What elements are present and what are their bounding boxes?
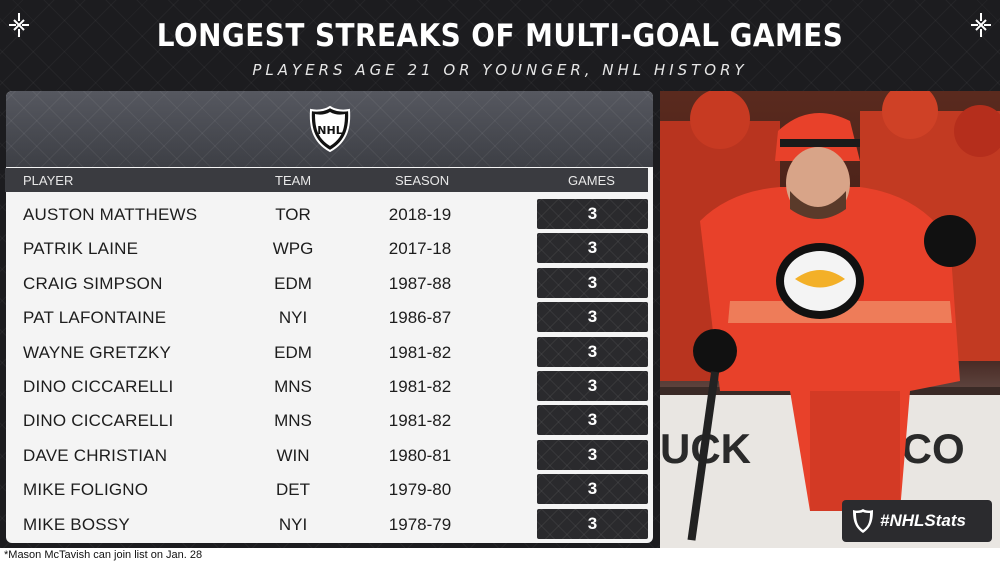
cell-player: DINO CICCARELLI	[23, 376, 174, 396]
cell-season: 1981-82	[388, 411, 452, 431]
cell-season: 1981-82	[388, 376, 452, 396]
page-subtitle: PLAYERS AGE 21 OR YOUNGER, NHL HISTORY	[252, 61, 748, 79]
cell-player: DINO CICCARELLI	[23, 411, 174, 431]
nhl-shield-icon	[853, 509, 873, 533]
cell-team: WIN	[276, 445, 310, 465]
cell-player: WAYNE GRETZKY	[23, 342, 172, 362]
cell-games: 3	[537, 405, 648, 436]
table-row: MIKE BOSSY NYI 1978-79 3	[5, 507, 648, 541]
cell-team: WPG	[272, 239, 314, 259]
cell-season: 1987-88	[388, 273, 452, 293]
player-photo: UCK .CO	[660, 91, 1000, 548]
footnote: *Mason McTavish can join list on Jan. 28	[0, 548, 1000, 563]
cell-player: MIKE BOSSY	[23, 514, 130, 534]
cell-team: EDM	[274, 342, 312, 362]
cell-games: 3	[537, 302, 648, 333]
cell-season: 2018-19	[388, 205, 452, 224]
table-row: PAT LAFONTAINE NYI 1986-87 3	[5, 300, 648, 334]
table-row: DINO CICCARELLI MNS 1981-82 3	[5, 403, 648, 437]
table-row: PATRIK LAINE WPG 2017-18 3	[5, 231, 648, 265]
cell-team: NYI	[278, 308, 308, 328]
table-row: MIKE FOLIGNO DET 1979-80 3	[5, 472, 648, 506]
nhl-shield-icon: NHL	[308, 105, 352, 153]
column-header-team: TEAM	[275, 173, 312, 188]
table-row: CRAIG SIMPSON EDM 1987-88 3	[5, 266, 648, 300]
hashtag-badge: #NHLStats	[842, 500, 992, 542]
corner-mark-icon	[970, 12, 992, 38]
table-column-headers: PLAYER TEAM SEASON GAMES	[5, 168, 648, 192]
cell-team: EDM	[274, 273, 312, 293]
cell-player: PATRIK LAINE	[23, 239, 139, 259]
cell-season: 1986-87	[388, 308, 452, 328]
cell-games: 3	[537, 233, 648, 264]
svg-text:NHL: NHL	[317, 124, 342, 137]
cell-player: AUSTON MATTHEWS	[23, 205, 198, 224]
cell-team: MNS	[274, 411, 312, 431]
cell-season: 1980-81	[388, 445, 452, 465]
hashtag-text: #NHLStats	[880, 511, 966, 530]
cell-player: DAVE CHRISTIAN	[23, 445, 168, 465]
cell-team: NYI	[278, 514, 308, 534]
cell-season: 2017-18	[388, 239, 452, 259]
corner-mark-icon	[8, 12, 30, 38]
table-body: AUSTON MATTHEWS TOR 2018-19 3 PATRIK LAI…	[5, 197, 648, 541]
table-row: AUSTON MATTHEWS TOR 2018-19 3	[5, 197, 648, 231]
page-title: LONGEST STREAKS OF MULTI-GOAL GAMES	[156, 18, 844, 54]
cell-season: 1978-79	[388, 514, 452, 534]
cell-player: MIKE FOLIGNO	[23, 480, 149, 500]
cell-games: 3	[537, 439, 648, 470]
cell-season: 1981-82	[388, 342, 452, 362]
column-header-games: GAMES	[568, 173, 615, 188]
column-header-season: SEASON	[395, 173, 450, 188]
cell-season: 1979-80	[388, 480, 452, 500]
table-row: DINO CICCARELLI MNS 1981-82 3	[5, 369, 648, 403]
cell-games: 3	[537, 370, 648, 401]
cell-games: 3	[537, 267, 648, 298]
column-header-player: PLAYER	[23, 173, 74, 188]
cell-games: 3	[537, 336, 648, 367]
cell-games: 3	[537, 199, 648, 229]
cell-team: TOR	[275, 205, 311, 224]
table-row: DAVE CHRISTIAN WIN 1980-81 3	[5, 438, 648, 472]
cell-games: 3	[537, 474, 648, 505]
table-header-banner: NHL	[6, 91, 653, 167]
cell-team: MNS	[274, 376, 312, 396]
cell-player: PAT LAFONTAINE	[23, 308, 167, 328]
cell-games: 3	[537, 508, 648, 539]
cell-team: DET	[276, 480, 310, 500]
table-row: WAYNE GRETZKY EDM 1981-82 3	[5, 335, 648, 369]
cell-player: CRAIG SIMPSON	[23, 273, 163, 293]
